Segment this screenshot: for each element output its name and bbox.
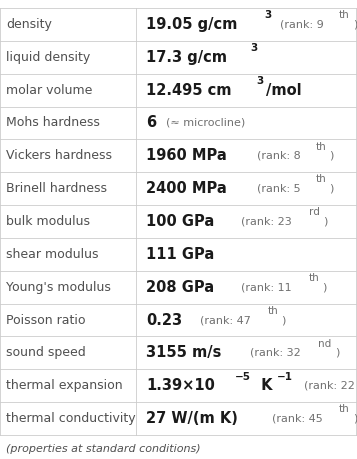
Text: nd: nd [318,339,331,349]
Text: ): ) [323,217,327,226]
Text: th: th [308,273,319,283]
Text: th: th [267,306,278,316]
Text: th: th [316,174,326,185]
Text: ): ) [281,315,286,325]
Text: 1.39×10: 1.39×10 [146,378,215,393]
Text: /mol: /mol [266,83,301,98]
Text: 27 W/(m K): 27 W/(m K) [146,411,238,426]
Text: ): ) [330,184,334,194]
Text: rd: rd [308,207,320,217]
Text: (rank: 23: (rank: 23 [234,217,292,226]
Text: −1: −1 [277,371,293,381]
Text: ): ) [353,19,357,29]
Text: Young's modulus: Young's modulus [6,281,111,294]
Text: (≈ microcline): (≈ microcline) [159,118,245,128]
Text: thermal conductivity: thermal conductivity [6,412,136,425]
Text: (rank: 47: (rank: 47 [193,315,251,325]
Text: bulk modulus: bulk modulus [6,215,90,228]
Text: ): ) [335,348,339,358]
Text: 3: 3 [264,10,271,20]
Text: 111 GPa: 111 GPa [146,247,214,262]
Text: 2400 MPa: 2400 MPa [146,181,227,196]
Text: 19.05 g/cm: 19.05 g/cm [146,17,237,32]
Text: density: density [6,18,52,31]
Text: th: th [339,404,350,414]
Text: shear modulus: shear modulus [6,248,99,261]
Text: (rank: 9: (rank: 9 [273,19,324,29]
Text: Brinell hardness: Brinell hardness [6,182,107,195]
Text: ): ) [322,282,327,292]
Text: 17.3 g/cm: 17.3 g/cm [146,50,227,65]
Text: liquid density: liquid density [6,51,90,64]
Text: K: K [256,378,272,393]
Text: 100 GPa: 100 GPa [146,214,214,229]
Text: thermal expansion: thermal expansion [6,379,122,392]
Text: molar volume: molar volume [6,84,92,96]
Text: 3155 m/s: 3155 m/s [146,345,221,360]
Text: Poisson ratio: Poisson ratio [6,313,85,326]
Text: −5: −5 [235,371,251,381]
Text: (rank: 32: (rank: 32 [243,348,301,358]
Text: th: th [339,10,350,20]
Text: (rank: 22: (rank: 22 [297,381,355,391]
Text: (rank: 5: (rank: 5 [250,184,301,194]
Text: (rank: 45: (rank: 45 [265,414,322,424]
Text: 3: 3 [251,43,258,53]
Text: 6: 6 [146,116,156,130]
Text: 3: 3 [256,76,263,86]
Text: 1960 MPa: 1960 MPa [146,148,227,163]
Text: 208 GPa: 208 GPa [146,280,214,295]
Text: sound speed: sound speed [6,347,86,359]
Text: 0.23: 0.23 [146,313,182,328]
Text: 12.495 cm: 12.495 cm [146,83,231,98]
Text: ): ) [330,151,334,161]
Text: Vickers hardness: Vickers hardness [6,149,112,162]
Text: Mohs hardness: Mohs hardness [6,117,100,129]
Text: (rank: 8: (rank: 8 [250,151,301,161]
Text: ): ) [353,414,357,424]
Text: th: th [316,142,326,151]
Text: (properties at standard conditions): (properties at standard conditions) [6,444,201,454]
Text: (rank: 11: (rank: 11 [234,282,292,292]
